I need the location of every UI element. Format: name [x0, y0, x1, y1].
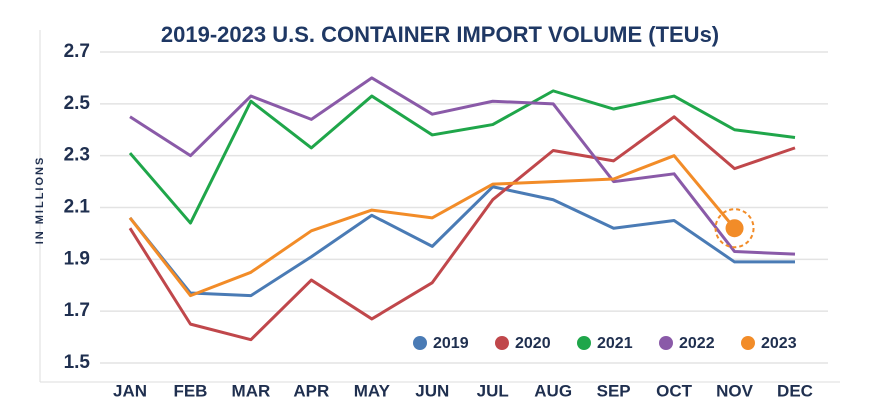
x-tick-label: APR — [293, 381, 329, 400]
series-line — [128, 154, 736, 298]
legend-swatch — [413, 336, 427, 350]
x-tick-label: JAN — [113, 381, 147, 400]
x-tick-label: MAY — [354, 381, 391, 400]
legend-label: 2023 — [761, 335, 797, 352]
y-tick-label: 2.5 — [64, 93, 91, 114]
y-axis-label: IN MILLIONS — [34, 156, 46, 245]
legend-label: 2021 — [597, 335, 633, 352]
x-tick-label: MAR — [232, 381, 271, 400]
x-tick-label: OCT — [656, 381, 693, 400]
legend-swatch — [577, 336, 591, 350]
y-tick-label: 1.7 — [64, 300, 90, 321]
series-line — [129, 76, 796, 256]
legend-swatch — [495, 336, 509, 350]
series-line — [128, 185, 795, 298]
series-line — [128, 89, 796, 225]
highlight-ring — [714, 208, 755, 249]
x-tick-label: JUN — [415, 381, 449, 400]
legend-label: 2020 — [515, 335, 551, 352]
legend-swatch — [659, 336, 673, 350]
x-tick-label: AUG — [534, 381, 572, 400]
x-tick-label: FEB — [173, 381, 207, 400]
x-tick-label: DEC — [777, 381, 813, 400]
legend-swatch — [741, 336, 755, 350]
chart-title: 2019-2023 U.S. CONTAINER IMPORT VOLUME (… — [161, 22, 719, 47]
series-line — [128, 115, 796, 342]
legend-label: 2022 — [679, 335, 715, 352]
y-tick-label: 2.7 — [64, 41, 90, 62]
y-tick-label: 1.5 — [64, 352, 91, 373]
y-tick-label: 1.9 — [64, 248, 90, 269]
legend-label: 2019 — [433, 335, 469, 352]
highlight-point — [725, 219, 744, 238]
x-tick-label: JUL — [477, 381, 509, 400]
y-tick-label: 2.1 — [64, 197, 91, 218]
x-tick-label: SEP — [597, 381, 631, 400]
x-tick-label: NOV — [716, 381, 754, 400]
y-tick-label: 2.3 — [64, 145, 90, 166]
